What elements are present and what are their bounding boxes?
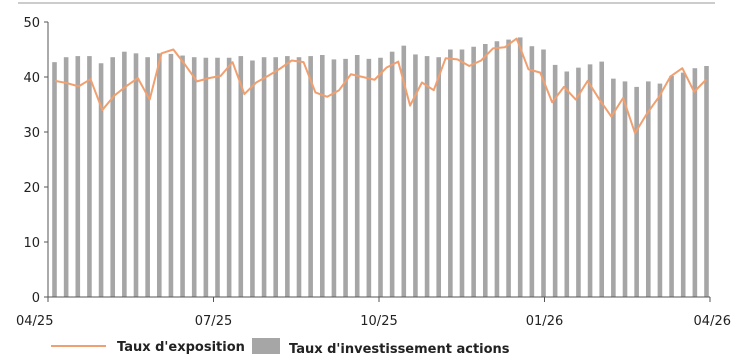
bar (436, 57, 442, 298)
bar (471, 46, 476, 297)
bar (587, 64, 593, 297)
bar (168, 53, 174, 298)
bar (657, 83, 663, 297)
bar (517, 37, 523, 298)
bar (669, 75, 674, 298)
x-tick-label: 01/26 (526, 314, 563, 329)
bar (331, 59, 337, 298)
x-axis: 04/25 07/25 10/25 01/26 04/26 (16, 296, 731, 329)
bar (424, 56, 430, 297)
bar (122, 51, 127, 298)
bar (552, 64, 558, 298)
bar (576, 67, 581, 298)
bar (622, 81, 628, 298)
y-tick-label: 50 (23, 16, 40, 31)
line-series-taux-exposition (54, 37, 707, 135)
bar (273, 57, 279, 298)
y-tick-label: 10 (23, 236, 40, 251)
x-tick-label: 10/25 (360, 314, 397, 329)
bar-series (52, 37, 709, 298)
bar (52, 62, 57, 298)
y-tick-label: 20 (23, 181, 40, 196)
bar (75, 56, 81, 297)
bar (180, 55, 185, 297)
bar (529, 46, 535, 298)
bar (63, 57, 69, 298)
bar (401, 45, 407, 298)
bar (494, 41, 500, 297)
bar (692, 68, 698, 297)
bar (343, 58, 348, 297)
bar (413, 54, 418, 298)
bar (378, 57, 383, 297)
bar (191, 57, 197, 298)
bar (482, 44, 488, 297)
legend-bar-swatch (252, 338, 280, 354)
bar (250, 60, 255, 297)
x-tick-label: 04/26 (694, 314, 731, 329)
bar (87, 56, 92, 297)
bar (389, 51, 395, 298)
bar (285, 56, 290, 297)
bar (319, 55, 325, 297)
bar (261, 57, 267, 298)
bar (599, 61, 605, 297)
bar (296, 57, 302, 298)
y-axis: 0 10 20 30 40 50 (23, 16, 49, 306)
legend: Taux d'exposition Taux d'investissement … (51, 338, 510, 354)
bar (98, 63, 104, 297)
bar (366, 58, 372, 297)
y-tick-label: 30 (23, 126, 40, 141)
bar (448, 49, 453, 297)
y-tick-label: 0 (32, 291, 40, 306)
bar (645, 81, 651, 298)
bar (611, 78, 616, 298)
bar (680, 72, 686, 297)
bar (156, 53, 162, 297)
bar (203, 57, 209, 297)
bar (308, 56, 313, 297)
bar (459, 49, 465, 297)
bar (541, 49, 546, 297)
bar (354, 55, 360, 297)
legend-label-exposition: Taux d'exposition (117, 340, 245, 354)
bar (215, 57, 220, 297)
bar (506, 39, 511, 297)
bar (238, 56, 244, 297)
bar (226, 57, 232, 297)
bar (704, 66, 709, 297)
bar (634, 86, 639, 298)
x-tick-label: 04/25 (16, 314, 53, 329)
bar (564, 71, 570, 297)
bar (133, 53, 139, 297)
bar (145, 57, 150, 298)
bar (110, 57, 116, 298)
y-tick-label: 40 (23, 71, 40, 86)
x-tick-label: 07/25 (195, 314, 232, 329)
legend-label-investissement: Taux d'investissement actions (289, 342, 510, 354)
